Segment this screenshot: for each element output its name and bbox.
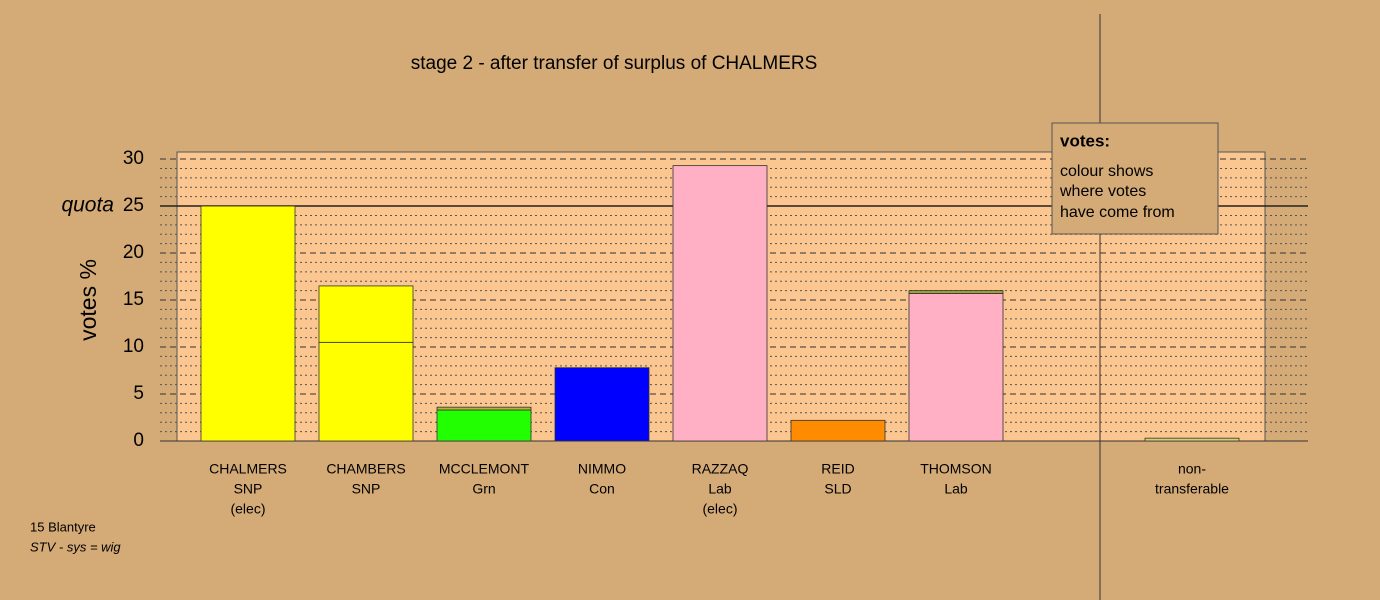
x-tick-label: RAZZAQ [692,461,749,477]
chart-title: stage 2 - after transfer of surplus of C… [411,53,818,74]
y-tick-label: 20 [123,242,144,263]
x-tick-label: non- [1178,461,1206,477]
y-tick-label: 5 [133,383,144,404]
bar-segment [200,205,296,442]
bar-segment [554,367,650,442]
x-tick-label: SNP [352,481,381,497]
x-tick-label: SLD [824,481,851,497]
info-box-line: colour shows [1060,163,1153,180]
x-tick-label: MCCLEMONT [439,461,530,477]
y-tick-label: 0 [133,430,144,451]
y-tick-label: 10 [123,336,144,357]
info-box: votes: colour shows where votes have com… [1051,122,1219,235]
y-axis-label: votes % [75,259,101,341]
bar-segment [908,290,1004,294]
bar-segment [436,406,532,411]
x-tick-label: transferable [1155,481,1229,497]
bar-segment [672,165,768,442]
x-tick-label: Grn [472,481,495,497]
bar-segment [908,293,1004,442]
info-box-line: have come from [1060,204,1175,221]
info-box-frame [1051,122,1219,235]
y-tick-label: 30 [123,148,144,169]
x-tick-label: Con [589,481,615,497]
x-tick-label: (elec) [702,501,737,517]
x-tick-label: CHAMBERS [326,461,405,477]
info-box-title: votes: [1060,131,1110,150]
footer-line: STV - sys = wig [30,539,121,554]
x-tick-label: REID [821,461,854,477]
x-tick-label: Lab [944,481,968,497]
x-tick-label: CHALMERS [209,461,287,477]
bar-segment [318,285,414,343]
bar-segment [1144,437,1240,442]
quota-label: quota [61,194,114,217]
bar-segment [790,419,886,442]
bars [200,165,1240,442]
footer-line: 15 Blantyre [30,519,96,534]
x-tick-label: (elec) [230,501,265,517]
y-tick-label: 25 [123,195,144,216]
bar-segment [436,409,532,442]
x-tick-label: THOMSON [920,461,992,477]
bar-segment [318,341,414,442]
y-tick-label: 15 [123,289,144,310]
x-tick-label: NIMMO [578,461,626,477]
x-tick-label: SNP [234,481,263,497]
x-tick-label: Lab [708,481,732,497]
info-box-line: where votes [1059,183,1146,200]
